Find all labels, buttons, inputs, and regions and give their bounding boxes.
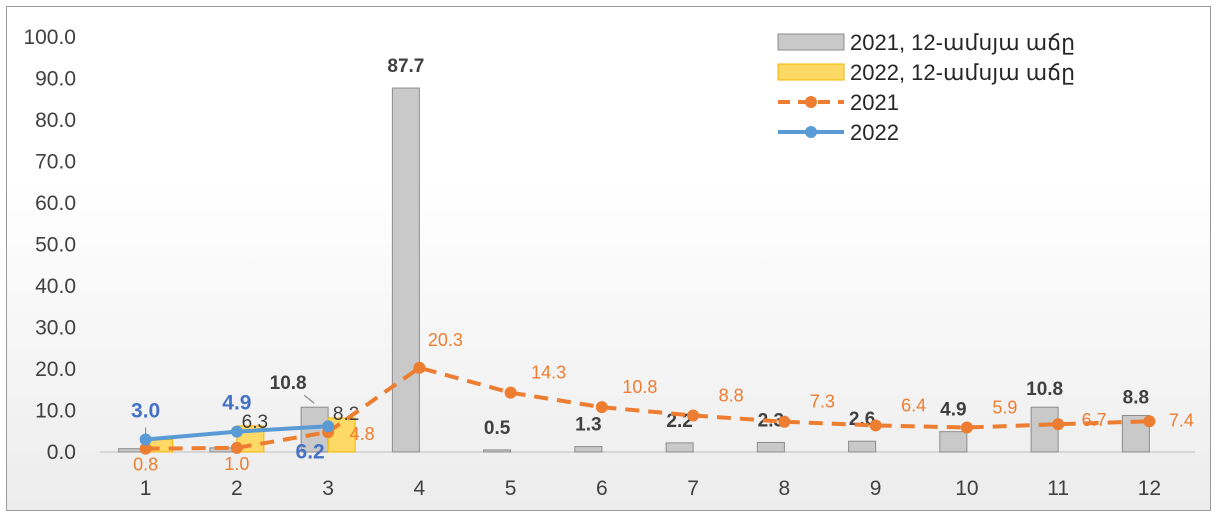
bar-2021-value-label: 8.8 bbox=[1123, 387, 1149, 408]
line-2021 bbox=[145, 365, 1150, 451]
bar-2021 bbox=[1030, 406, 1059, 453]
line-2021-value-label: 20.3 bbox=[428, 330, 463, 350]
legend-swatch bbox=[777, 63, 845, 81]
line-2022-value-label: 6.2 bbox=[296, 440, 325, 463]
line-2021-value-label: 10.8 bbox=[622, 377, 657, 397]
legend-label: 2022, 12-ամսյա աճը bbox=[850, 60, 1075, 85]
line-2021-value-label: 1.0 bbox=[224, 454, 249, 474]
y-tick-label: 70.0 bbox=[35, 151, 76, 174]
y-tick-label: 0.0 bbox=[47, 441, 76, 464]
line-2022-value-label: 4.9 bbox=[222, 392, 251, 415]
line-2021-value-label: 14.3 bbox=[531, 363, 566, 383]
line-2021-point bbox=[960, 421, 973, 434]
line-2022-point bbox=[322, 420, 335, 433]
line-2022-value-label: 3.0 bbox=[131, 400, 160, 423]
legend-label: 2021, 12-ամսյա աճը bbox=[850, 30, 1075, 55]
line-2021-point bbox=[1143, 415, 1156, 428]
line-2021-value-label: 0.8 bbox=[133, 455, 158, 475]
chart-frame bbox=[6, 6, 1211, 511]
legend-label: 2022 bbox=[850, 120, 899, 145]
line-2021-point bbox=[778, 415, 791, 428]
y-tick-label: 100.0 bbox=[23, 26, 76, 49]
x-tick-label: 11 bbox=[1047, 477, 1069, 500]
line-2021-point bbox=[595, 401, 608, 414]
bar-2021 bbox=[848, 440, 877, 453]
legend-label: 2021 bbox=[850, 90, 899, 115]
bar-2021 bbox=[391, 87, 420, 453]
bar-2021-value-label: 10.8 bbox=[1026, 379, 1063, 400]
y-tick-label: 40.0 bbox=[35, 275, 76, 298]
legend-marker bbox=[805, 126, 817, 138]
line-2021-point bbox=[504, 386, 517, 399]
y-tick-label: 10.0 bbox=[35, 400, 76, 423]
line-2021-value-label: 6.4 bbox=[901, 395, 926, 415]
bar-2021 bbox=[665, 442, 694, 453]
legend-swatch bbox=[777, 33, 845, 51]
x-tick-label: 5 bbox=[505, 477, 517, 500]
label-leader-line bbox=[303, 394, 315, 404]
line-2021-point bbox=[413, 361, 426, 374]
y-tick-label: 80.0 bbox=[35, 109, 76, 132]
plot-area: 0.0 10.0 20.0 30.0 40.0 50.0 60.0 70.0 80.0 90.0 1… bbox=[23, 26, 1195, 500]
x-tick-label: 9 bbox=[870, 477, 882, 500]
x-tick-label: 4 bbox=[414, 477, 426, 500]
bar-2021-value-label: 87.7 bbox=[387, 56, 424, 77]
legend: 2021, 12-ամսյա աճը 2022, 12-ամսյա աճը 2021… bbox=[777, 30, 1075, 145]
x-tick-label: 8 bbox=[779, 477, 791, 500]
line-2021-value-label: 5.9 bbox=[992, 398, 1017, 418]
bar-2022-value-label: 8.2 bbox=[333, 404, 359, 425]
bar-2021-value-label: 1.3 bbox=[575, 415, 601, 436]
bar-2021 bbox=[939, 431, 968, 453]
y-tick-label: 30.0 bbox=[35, 317, 76, 340]
y-tick-label: 20.0 bbox=[35, 358, 76, 381]
line-2021-value-label: 7.3 bbox=[810, 392, 835, 412]
line-2021-point bbox=[1052, 418, 1065, 431]
line-2021-value-label: 6.7 bbox=[1082, 410, 1107, 430]
line-2022-point bbox=[230, 425, 243, 438]
legend-marker bbox=[805, 96, 817, 108]
x-tick-label: 2 bbox=[231, 477, 243, 500]
y-tick-label: 90.0 bbox=[35, 68, 76, 91]
y-tick-label: 60.0 bbox=[35, 192, 76, 215]
bar-2021-value-label: 2.2 bbox=[666, 411, 692, 432]
bar-2021-value-label: 10.8 bbox=[270, 373, 307, 394]
y-tick-label: 50.0 bbox=[35, 234, 76, 257]
line-2021-value-label: 8.8 bbox=[719, 385, 744, 405]
line-2021-value-label: 7.4 bbox=[1169, 410, 1194, 430]
x-tick-label: 1 bbox=[140, 477, 152, 500]
x-tick-label: 6 bbox=[596, 477, 608, 500]
bar-2021-value-label: 4.9 bbox=[940, 400, 966, 421]
line-2021-point bbox=[687, 409, 700, 422]
x-tick-label: 7 bbox=[687, 477, 699, 500]
line-2022-point bbox=[139, 433, 152, 446]
x-tick-label: 10 bbox=[955, 477, 978, 500]
line-2021-point bbox=[230, 441, 243, 454]
x-tick-label: 12 bbox=[1138, 477, 1161, 500]
bar-2021 bbox=[756, 441, 785, 453]
bar-2021-value-label: 0.5 bbox=[484, 418, 511, 439]
bar-2021 bbox=[483, 449, 512, 453]
line-2021-point bbox=[869, 419, 882, 432]
bar-2021 bbox=[574, 446, 603, 453]
bar-2022-value-label: 6.3 bbox=[242, 412, 268, 433]
line-2021-point bbox=[139, 442, 152, 455]
x-tick-label: 3 bbox=[322, 477, 334, 500]
line-2021-value-label: 4.8 bbox=[350, 424, 375, 444]
